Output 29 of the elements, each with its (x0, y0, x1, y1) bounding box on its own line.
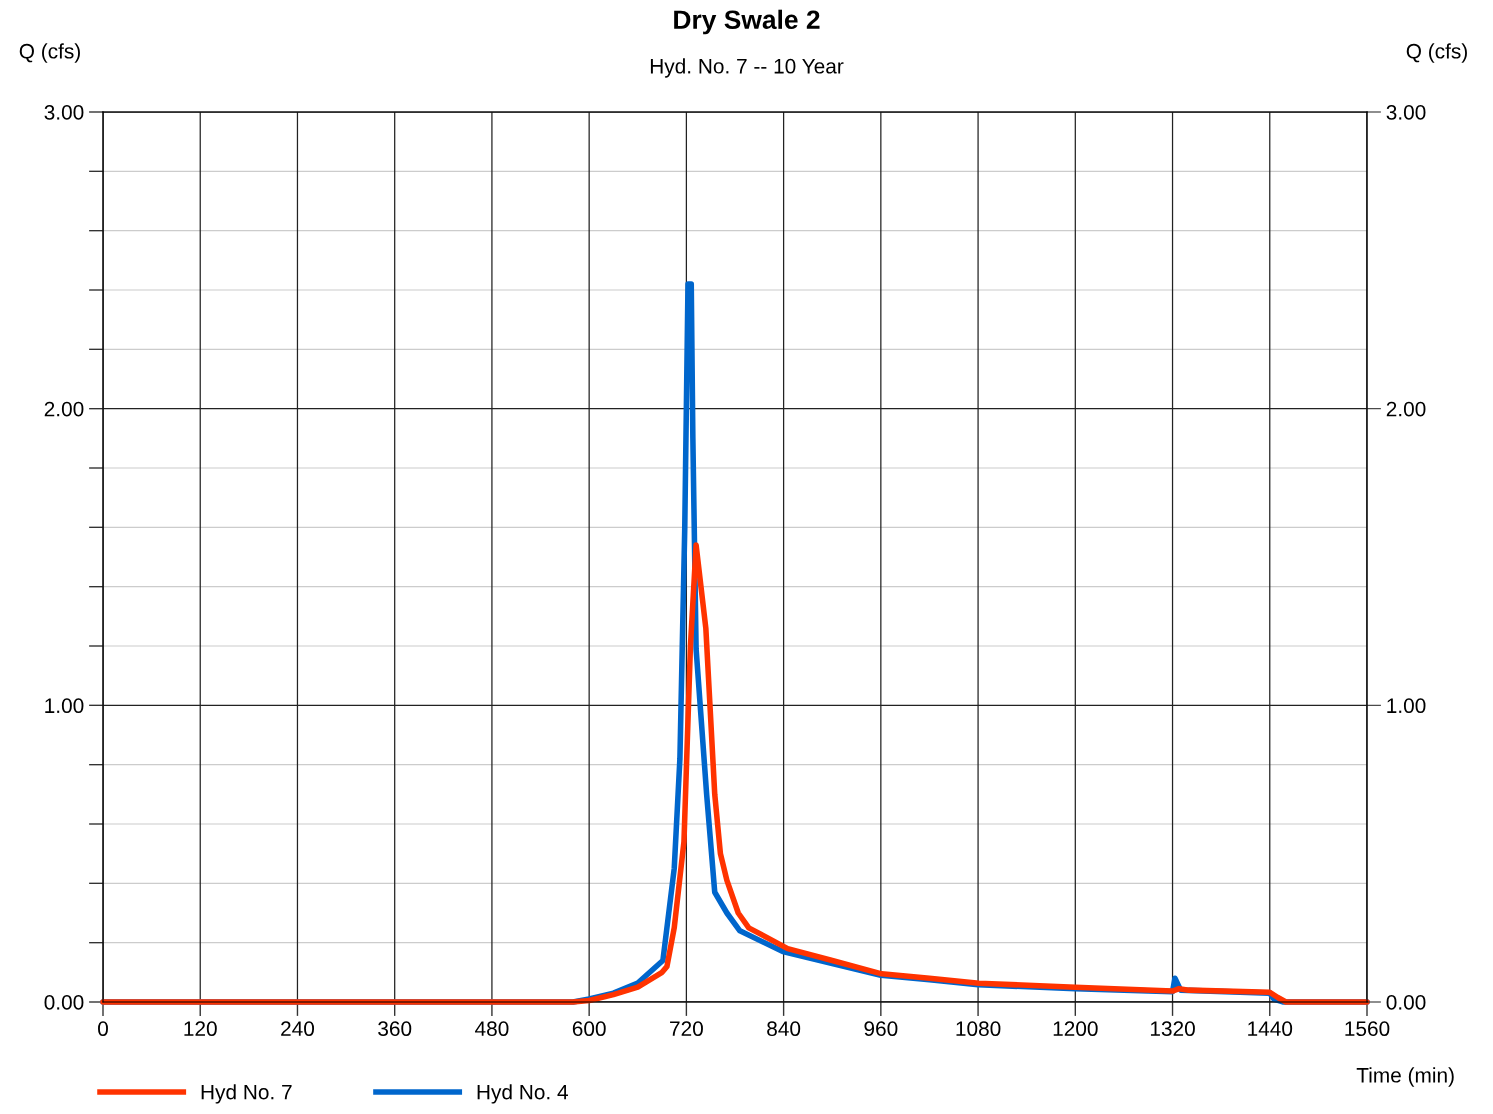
chart-subtitle: Hyd. No. 7 -- 10 Year (650, 58, 844, 78)
x-tick-label: 240 (281, 1021, 315, 1037)
x-tick-label: 0 (98, 1021, 108, 1037)
x-tick-label: 960 (864, 1021, 898, 1037)
legend-label: Hyd No. 4 (477, 1084, 568, 1104)
y2-axis-title: Q (cfs) (1406, 43, 1467, 63)
x-tick-label: 1080 (956, 1021, 1001, 1037)
x-tick-label: 840 (767, 1021, 801, 1037)
x-tick-label: 480 (475, 1021, 509, 1037)
x-axis-title: Time (min) (1356, 1067, 1454, 1087)
y2-tick-label: 1.00 (1387, 698, 1426, 714)
y-tick-label: 0.00 (44, 995, 84, 1010)
y2-tick-label: 3.00 (1386, 105, 1426, 120)
x-tick-label: 120 (184, 1021, 217, 1037)
y-tick-label: 3.00 (44, 105, 84, 120)
y-tick-label: 1.00 (45, 698, 84, 714)
chart-title: Dry Swale 2 (674, 9, 820, 35)
x-tick-label: 360 (378, 1021, 412, 1037)
x-tick-label: 600 (572, 1021, 606, 1037)
x-tick-label: 1560 (1345, 1021, 1390, 1037)
y-tick-label: 2.00 (44, 401, 84, 417)
y-axis-title: Q (cfs) (19, 43, 80, 63)
legend-label: Hyd No. 7 (201, 1084, 292, 1104)
x-tick-label: 1440 (1248, 1021, 1293, 1037)
x-tick-label: 1320 (1150, 1021, 1195, 1037)
y2-tick-label: 0.00 (1386, 995, 1426, 1010)
x-tick-label: 1200 (1053, 1021, 1098, 1037)
y2-tick-label: 2.00 (1386, 401, 1426, 417)
x-tick-label: 720 (670, 1021, 703, 1037)
